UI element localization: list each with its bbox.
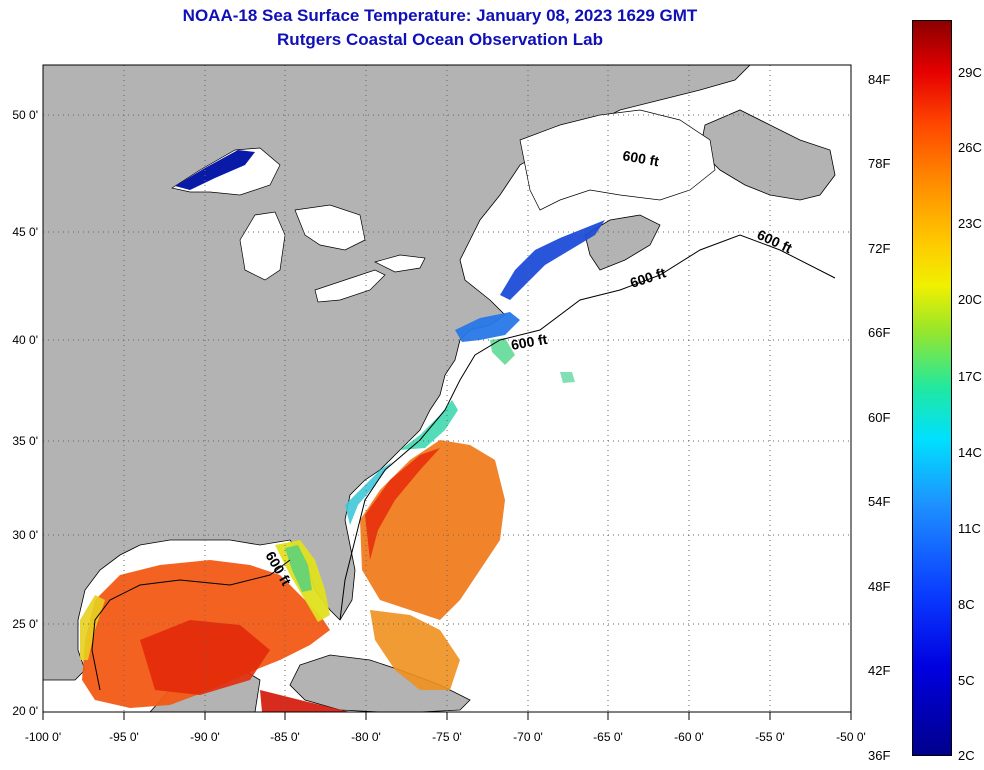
colorbar-celsius-label: 14C — [958, 445, 982, 460]
map-title: NOAA-18 Sea Surface Temperature: January… — [182, 6, 698, 25]
lon-label: -85 0' — [270, 730, 300, 744]
isobath-600ft-contour — [339, 234, 836, 621]
colorbar-celsius-label: 29C — [958, 65, 982, 80]
lon-label: -70 0' — [513, 730, 543, 744]
lat-label: 30 0' — [12, 528, 38, 542]
sst-caribbean — [260, 690, 350, 712]
lon-label: -80 0' — [351, 730, 381, 744]
lake-michigan — [239, 211, 286, 281]
sst-slope-patch — [560, 372, 575, 383]
lat-label: 35 0' — [12, 434, 38, 448]
sst-new-england-shelf — [455, 312, 520, 342]
isobath-label: 600 ft — [621, 147, 660, 169]
lon-label: -60 0' — [674, 730, 704, 744]
sst-gulf-stream-core — [365, 448, 440, 560]
colorbar-fahrenheit-label: 36F — [868, 748, 891, 763]
colorbar-celsius-label: 23C — [958, 216, 982, 231]
isobath-600ft-gulf — [91, 559, 291, 691]
sst-mid-atlantic-green — [490, 338, 515, 365]
sst-gulf-of-maine — [500, 220, 605, 300]
axis-ticks — [42, 712, 852, 720]
colorbar-fahrenheit-label: 78F — [868, 156, 891, 171]
colorbar-fahrenheit-label: 48F — [868, 579, 891, 594]
lake-superior-sst — [175, 150, 255, 190]
lon-label: -100 0' — [24, 730, 62, 744]
lat-label: 20 0' — [12, 704, 38, 718]
sst-gulf-shelf-green — [285, 545, 312, 592]
cuba-land — [289, 654, 471, 713]
colorbar-fahrenheit-label: 84F — [868, 72, 891, 87]
lon-label: -55 0' — [755, 730, 785, 744]
temperature-colorbar — [912, 20, 952, 756]
nova-scotia-land — [584, 214, 661, 271]
st-lawrence-water — [519, 109, 716, 211]
colorbar-celsius-label: 5C — [958, 673, 975, 688]
lat-label: 50 0' — [12, 108, 38, 122]
colorbar-celsius-label: 11C — [958, 521, 981, 536]
lake-ontario — [374, 254, 426, 273]
map-subtitle: Rutgers Coastal Ocean Observation Lab — [277, 30, 603, 49]
colorbar-celsius-label: 2C — [958, 748, 975, 763]
colorbar-fahrenheit-label: 66F — [868, 325, 891, 340]
colorbar-fahrenheit-label: 60F — [868, 410, 891, 425]
colorbar-celsius-label: 26C — [958, 140, 982, 155]
colorbar-celsius-label: 20C — [958, 292, 982, 307]
colorbar-celsius-label: 17C — [958, 369, 982, 384]
lat-label: 45 0' — [12, 225, 38, 239]
lat-label: 25 0' — [12, 617, 38, 631]
sst-texas-coast — [80, 595, 105, 660]
lat-label: 40 0' — [12, 333, 38, 347]
colorbar-fahrenheit-label: 72F — [868, 241, 891, 256]
lon-label: -50 0' — [836, 730, 866, 744]
lon-label: -65 0' — [593, 730, 623, 744]
sst-gulf-hot — [140, 620, 270, 695]
lake-huron — [294, 204, 366, 251]
lon-label: -95 0' — [109, 730, 139, 744]
sst-bahamas — [370, 610, 460, 690]
colorbar-fahrenheit-label: 42F — [868, 663, 891, 678]
isobath-label: 600 ft — [510, 331, 549, 353]
colorbar-fahrenheit-label: 54F — [868, 494, 891, 509]
lon-label: -75 0' — [432, 730, 462, 744]
lake-erie — [314, 269, 386, 303]
colorbar-celsius-label: 8C — [958, 597, 975, 612]
lon-label: -90 0' — [190, 730, 220, 744]
